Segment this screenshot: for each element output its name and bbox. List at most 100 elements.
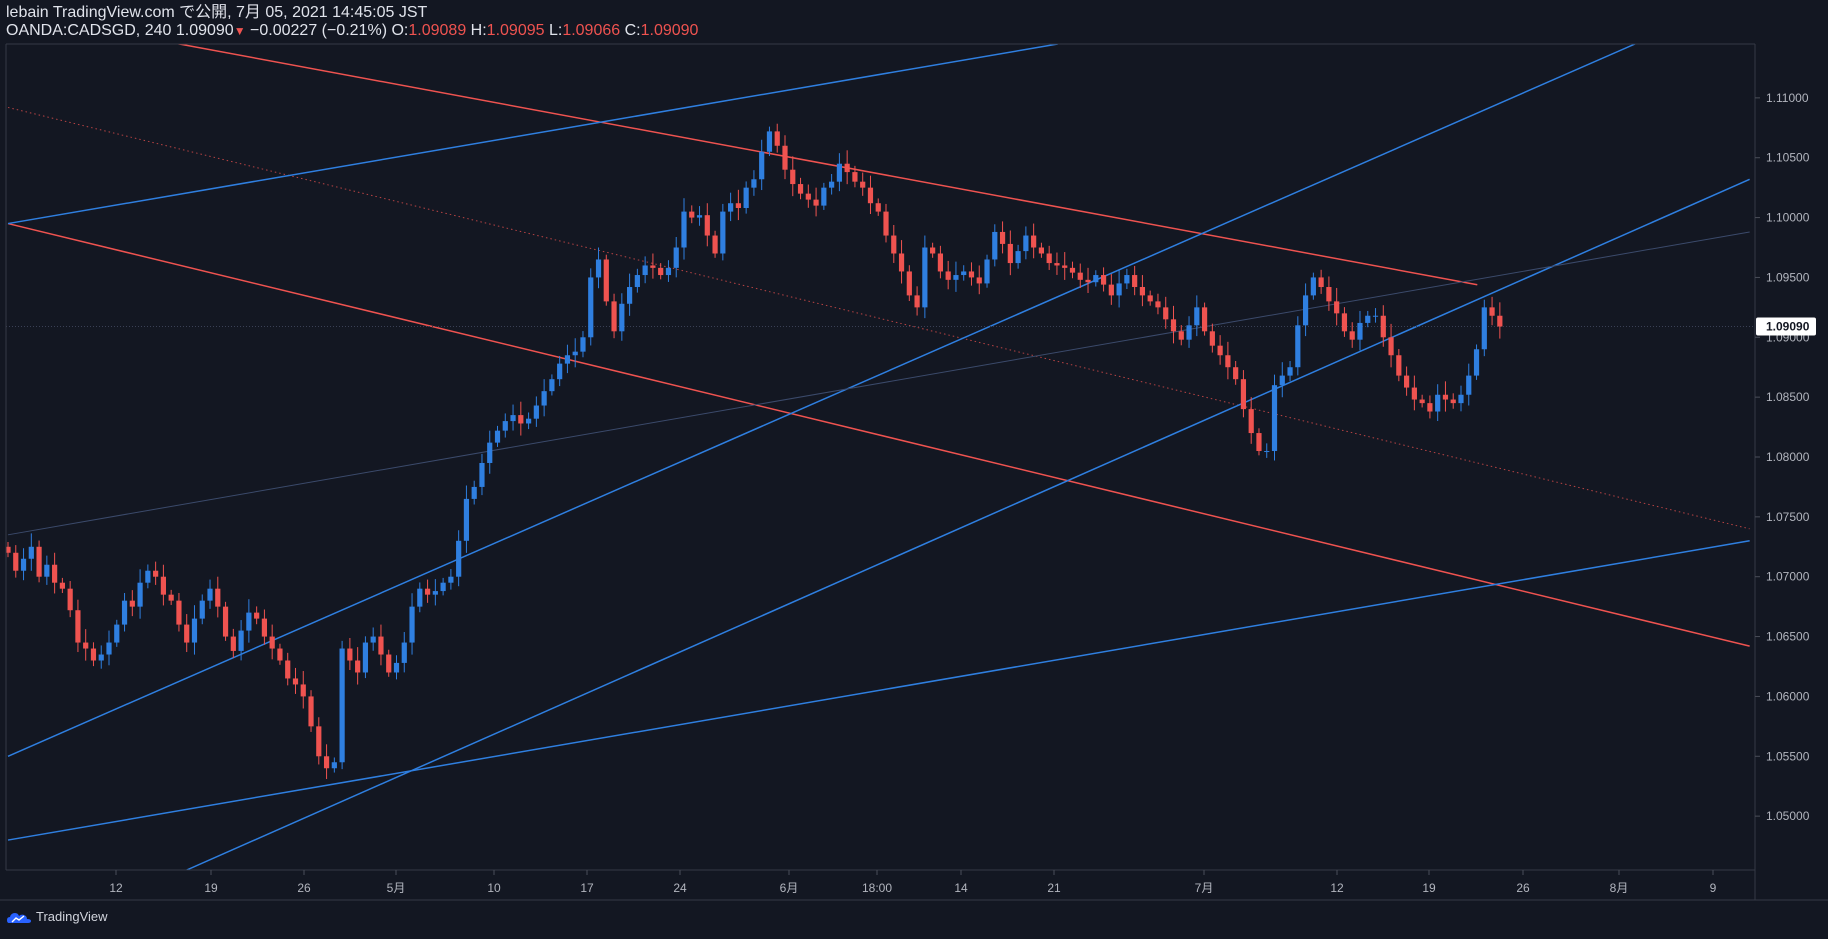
price-tick-label: 1.06500 <box>1766 630 1810 644</box>
candle-body <box>603 259 609 302</box>
candle-body <box>510 415 516 422</box>
candle-body <box>1124 275 1130 284</box>
time-tick-label: 24 <box>673 881 687 895</box>
price-tick-label: 1.10500 <box>1766 151 1810 165</box>
candle-body <box>968 271 975 278</box>
candle-body <box>176 600 182 625</box>
candle-body <box>922 247 928 308</box>
blue-mid-trend[interactable] <box>7 44 1636 757</box>
candle-body <box>774 131 780 146</box>
time-tick-label: 14 <box>954 881 968 895</box>
candle-body <box>417 588 423 607</box>
candle-body <box>1481 307 1487 350</box>
change-value: −0.00227 (−0.21%) <box>250 22 388 39</box>
candle-body <box>1341 313 1348 332</box>
candle-body <box>829 181 835 188</box>
candle-body <box>448 576 454 583</box>
candle-body <box>766 131 773 152</box>
candle-body <box>1388 337 1394 356</box>
candle-body <box>627 287 633 304</box>
candle-body <box>269 636 275 649</box>
candle-body <box>1100 275 1107 285</box>
candle-body <box>759 151 765 180</box>
candle-body <box>261 618 268 637</box>
candle-body <box>945 271 951 280</box>
candle-body <box>292 678 299 685</box>
candle-body <box>6 546 11 553</box>
candle-body <box>83 642 89 649</box>
candle-body <box>1170 319 1177 332</box>
candle-body <box>673 247 679 268</box>
time-tick-label: 7月 <box>1195 881 1214 895</box>
candle-body <box>891 235 897 254</box>
candle-body <box>1334 301 1340 314</box>
price-axis[interactable]: 1.05000 1.05500 1.06000 1.06500 1.07000 1.075… <box>1755 91 1810 823</box>
candle-body <box>782 145 788 170</box>
candle-body <box>564 355 571 364</box>
candle-body <box>906 271 912 296</box>
candle-body <box>168 594 174 601</box>
red-lower-channel[interactable] <box>7 222 1750 647</box>
candle-body <box>1178 331 1184 340</box>
time-tick-label: 12 <box>1330 881 1344 895</box>
candle-body <box>720 211 726 254</box>
candle-body <box>222 606 229 637</box>
candle-body <box>386 654 392 673</box>
candle-body <box>1419 399 1425 404</box>
candle-body <box>1163 307 1169 320</box>
candle-body <box>487 442 493 463</box>
candle-body <box>852 172 858 182</box>
candle-body <box>339 648 345 763</box>
time-tick-label: 18:00 <box>862 881 892 895</box>
price-tick-label: 1.05500 <box>1766 749 1810 763</box>
candle-body <box>121 600 128 625</box>
red-midline-dotted[interactable] <box>7 106 1750 530</box>
price-tick-label: 1.10000 <box>1766 211 1810 225</box>
candle-body <box>432 591 438 595</box>
red-upper-channel[interactable] <box>0 0 1478 286</box>
candle-body <box>440 582 446 592</box>
candle-body <box>557 363 563 380</box>
high-label: H: <box>470 22 487 39</box>
faint-regression[interactable] <box>7 231 1750 536</box>
candle-body <box>1038 247 1045 254</box>
candle-body <box>735 203 741 209</box>
candle-body <box>479 462 485 487</box>
time-tick-label: 6月 <box>780 881 799 895</box>
candle-body <box>813 199 819 206</box>
time-tick-label: 19 <box>1422 881 1436 895</box>
blue-bottom-trend[interactable] <box>7 540 1750 841</box>
candle-body <box>650 265 656 268</box>
last-price-tag-bg <box>1756 317 1816 336</box>
candle-body <box>1248 409 1254 434</box>
candle-body <box>331 762 337 769</box>
candle-body <box>502 421 508 431</box>
candle-body <box>1450 399 1456 404</box>
price-tick-label: 1.07000 <box>1766 570 1810 584</box>
candle-body <box>797 184 804 194</box>
candle-body <box>665 267 672 276</box>
candle-body <box>90 648 97 661</box>
ohlc-line: OANDA:CADSGD, 240 1.09090▼ −0.00227 (−0.… <box>6 22 698 40</box>
candle-body <box>595 259 602 278</box>
candle-body <box>347 648 353 661</box>
candle-body <box>696 215 703 218</box>
time-axis[interactable]: 12 19 26 5月 10 17 24 6月 18:00 14 21 7月 12 19 26 8月 9 <box>109 870 1717 895</box>
candle-body <box>1295 325 1301 368</box>
time-tick-label: 26 <box>297 881 311 895</box>
blue-top-trend[interactable] <box>7 44 1058 225</box>
symbol-label[interactable]: OANDA:CADSGD, 240 <box>6 22 172 39</box>
candle-body <box>1264 451 1270 453</box>
candle-body <box>98 654 104 661</box>
candle-body <box>246 612 252 631</box>
tradingview-logo[interactable]: TradingView <box>6 909 108 924</box>
candle-body <box>36 546 42 577</box>
trendline-drawings[interactable] <box>0 0 1755 870</box>
candle-body <box>937 253 943 272</box>
candle-body <box>1372 315 1379 317</box>
candle-body <box>1225 355 1231 368</box>
time-tick-label: 5月 <box>387 881 406 895</box>
tradingview-cloud-icon <box>7 912 31 923</box>
blue-lower-trend[interactable] <box>186 178 1750 870</box>
